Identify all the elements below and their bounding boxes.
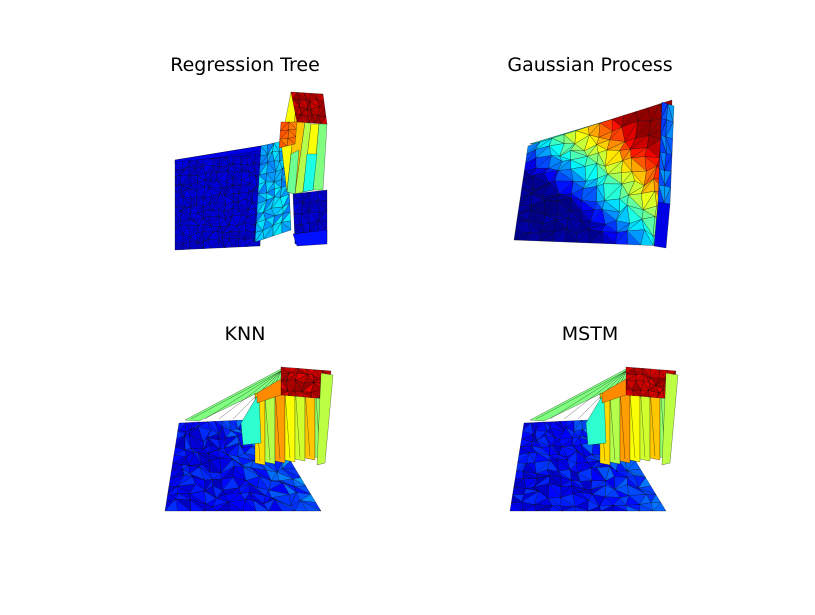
surface-facet bbox=[653, 201, 671, 249]
surface-facet bbox=[256, 378, 282, 404]
surface-facet bbox=[601, 378, 627, 404]
mesh-edge bbox=[294, 384, 301, 458]
mesh-edge bbox=[649, 388, 656, 457]
surface-facet bbox=[302, 153, 318, 193]
surface-facet bbox=[300, 113, 310, 124]
surface-plot-mstm bbox=[509, 366, 679, 512]
surface-facet bbox=[548, 505, 563, 512]
mesh-edge bbox=[274, 388, 281, 460]
mesh-edge bbox=[609, 396, 616, 461]
surface-facet bbox=[612, 504, 628, 512]
surface-facet bbox=[278, 138, 288, 149]
surface-facet bbox=[564, 228, 578, 243]
subplot-knn: KNN bbox=[95, 323, 395, 573]
mesh-edge bbox=[619, 388, 626, 460]
surface-facet bbox=[601, 231, 616, 245]
surface-facet bbox=[640, 229, 654, 246]
surface-facet bbox=[286, 149, 300, 195]
mesh-edge bbox=[549, 370, 627, 420]
surface-facet bbox=[174, 242, 183, 251]
surface-facet bbox=[626, 230, 642, 246]
surface-facet bbox=[286, 138, 296, 147]
subplot-mstm: MSTM bbox=[440, 323, 740, 573]
mesh-edge bbox=[264, 396, 271, 461]
surface-facet bbox=[227, 501, 244, 512]
surface-facet bbox=[252, 238, 261, 247]
surface-facet bbox=[274, 388, 286, 464]
surface-facet bbox=[639, 504, 654, 512]
mesh-edge bbox=[204, 370, 282, 420]
subplot-gaussian-process: Gaussian Process bbox=[440, 54, 740, 304]
subplot-title: KNN bbox=[224, 323, 266, 345]
surface-facet bbox=[301, 391, 312, 398]
subplot-regression-tree: Regression Tree bbox=[95, 54, 395, 304]
surface-facet bbox=[217, 239, 225, 249]
surface-facet bbox=[196, 241, 204, 250]
surface-plot-regression-tree bbox=[174, 91, 328, 251]
surface-facet bbox=[310, 391, 320, 399]
surface-facet bbox=[292, 229, 328, 247]
surface-facet bbox=[629, 384, 641, 463]
surface-facet bbox=[585, 392, 607, 446]
mesh-edge bbox=[190, 370, 282, 420]
mesh-edge bbox=[304, 388, 311, 457]
subplot-title: Gaussian Process bbox=[507, 54, 673, 76]
surface-facet bbox=[281, 221, 292, 234]
surface-facet bbox=[631, 389, 642, 397]
surface-facet bbox=[320, 116, 328, 125]
surface-facet bbox=[274, 499, 296, 512]
surface-facet bbox=[609, 388, 621, 465]
surface-facet bbox=[574, 506, 589, 512]
surface-facet bbox=[625, 505, 641, 512]
mesh-edge bbox=[629, 392, 636, 459]
surface-facet bbox=[316, 372, 334, 466]
surface-facet bbox=[242, 499, 257, 512]
surface-facet bbox=[175, 498, 192, 512]
surface-facet bbox=[264, 388, 276, 465]
mesh-edge bbox=[535, 370, 627, 420]
surface-plot-gaussian-process bbox=[513, 99, 675, 249]
surface-plot-knn bbox=[164, 366, 334, 512]
subplot-title: MSTM bbox=[561, 323, 619, 345]
surface-facet bbox=[240, 392, 262, 446]
surface-facet bbox=[619, 388, 631, 464]
surface-facet bbox=[509, 502, 524, 512]
mesh-edge bbox=[639, 384, 646, 458]
mesh-edge bbox=[218, 370, 282, 420]
surface-facet bbox=[652, 502, 667, 512]
surface-facet bbox=[252, 499, 270, 512]
subplot-title: Regression Tree bbox=[170, 54, 320, 76]
surface-facet bbox=[661, 372, 679, 466]
mesh-edge bbox=[284, 392, 291, 459]
surface-facet bbox=[190, 499, 205, 512]
surface-facet bbox=[181, 244, 190, 250]
surface-facet bbox=[300, 500, 322, 512]
surface-facet bbox=[284, 384, 296, 463]
mesh-edge bbox=[563, 370, 627, 420]
